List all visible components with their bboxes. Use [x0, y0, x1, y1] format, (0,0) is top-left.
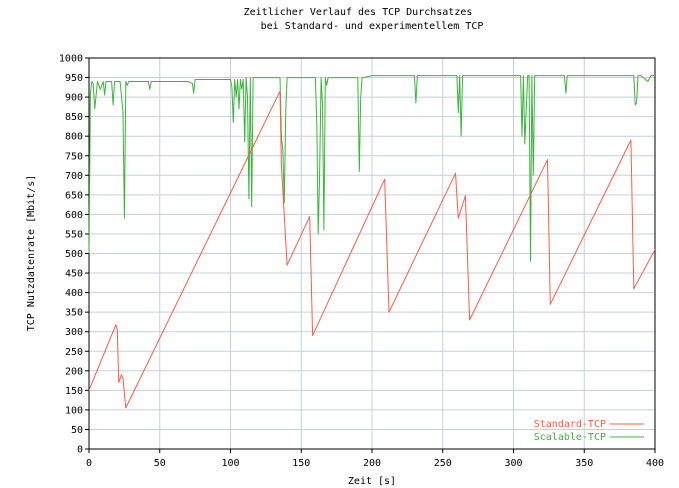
chart-title: Zeitlicher Verlauf des TCP Durchsatzes	[244, 7, 473, 18]
y-tick-label: 400	[65, 288, 83, 299]
legend-label-scalable: Scalable-TCP	[534, 432, 606, 443]
y-tick-label: 850	[65, 112, 83, 123]
y-axis-ticks: 0 50 100 150 200 250 300 350 400 450 500 550 600 650 7…	[59, 54, 89, 456]
y-tick-label: 550	[65, 229, 83, 240]
y-tick-label: 50	[71, 425, 83, 436]
y-tick-label: 450	[65, 269, 83, 280]
x-tick-label: 400	[646, 458, 664, 469]
y-tick-label: 750	[65, 151, 83, 162]
x-axis-ticks: 0 50 100 150 200 250 300 350 400	[86, 449, 664, 469]
series-line-scalable-tcp	[88, 75, 655, 262]
y-tick-label: 150	[65, 386, 83, 397]
y-tick-label: 200	[65, 366, 83, 377]
y-tick-label: 300	[65, 327, 83, 338]
series-layer	[88, 75, 656, 409]
x-tick-label: 250	[434, 458, 452, 469]
x-tick-label: 100	[221, 458, 239, 469]
x-tick-label: 300	[504, 458, 522, 469]
y-tick-label: 800	[65, 132, 83, 143]
series-line-standard-tcp	[88, 90, 656, 409]
y-tick-label: 500	[65, 249, 83, 260]
x-tick-label: 200	[363, 458, 381, 469]
y-tick-label: 250	[65, 347, 83, 358]
chart-subtitle: bei Standard- und experimentellem TCP	[261, 21, 484, 32]
legend-label-standard: Standard-TCP	[534, 419, 606, 430]
y-tick-label: 350	[65, 308, 83, 319]
legend: Standard-TCP Scalable-TCP	[534, 419, 644, 443]
y-tick-label: 650	[65, 190, 83, 201]
y-tick-label: 700	[65, 171, 83, 182]
x-tick-label: 0	[86, 458, 92, 469]
y-tick-label: 1000	[59, 54, 83, 65]
x-tick-label: 350	[575, 458, 593, 469]
x-axis-label: Zeit [s]	[348, 476, 396, 487]
y-tick-label: 0	[77, 445, 83, 456]
y-tick-label: 600	[65, 210, 83, 221]
grid-lines	[88, 57, 656, 450]
x-tick-label: 150	[292, 458, 310, 469]
y-tick-label: 900	[65, 93, 83, 104]
y-axis-label: TCP Nutzdatenrate [Mbit/s]	[26, 175, 37, 332]
y-tick-label: 100	[65, 405, 83, 416]
y-tick-label: 950	[65, 73, 83, 84]
x-tick-label: 50	[154, 458, 166, 469]
